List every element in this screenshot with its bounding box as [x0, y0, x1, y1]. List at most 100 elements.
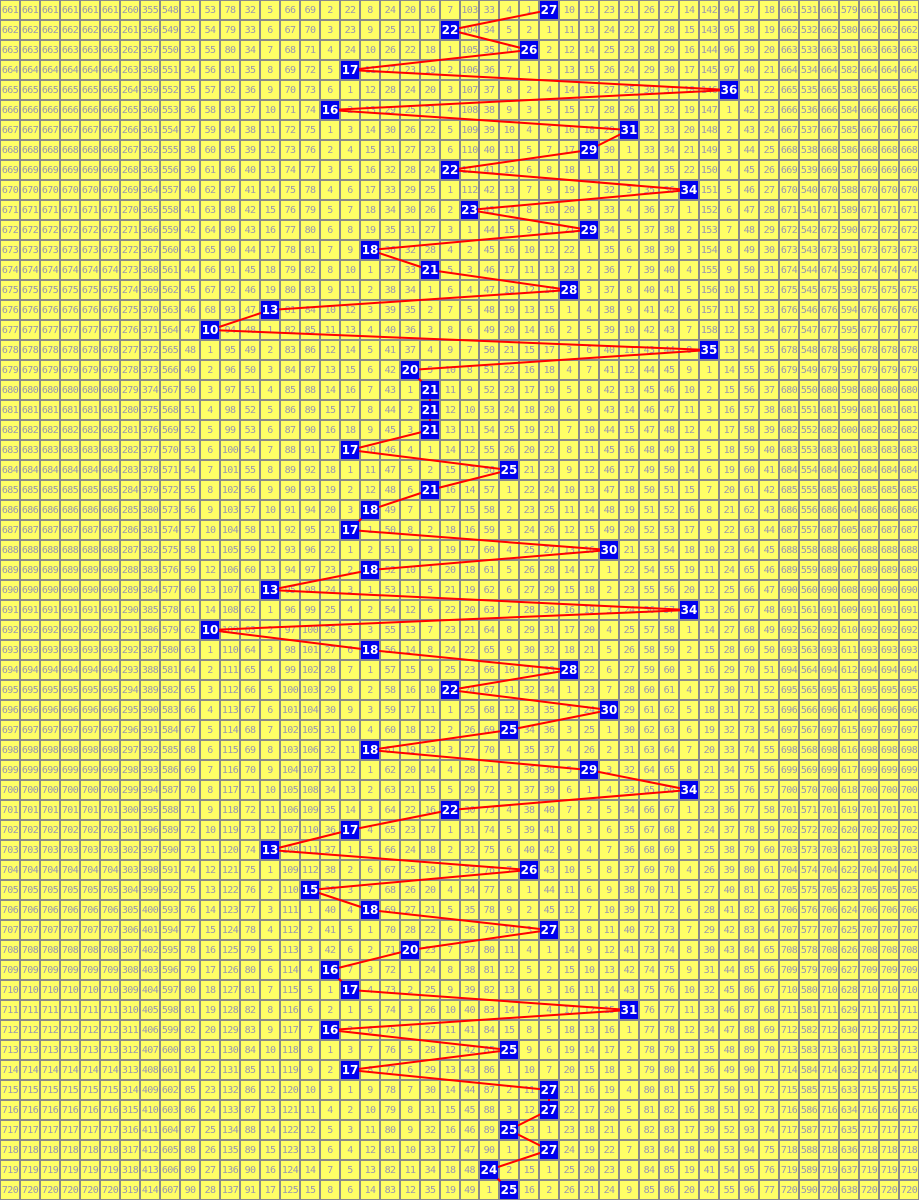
- omission-cell: 94: [281, 561, 299, 579]
- omission-cell: 38: [540, 761, 558, 779]
- stat-cell: 393: [141, 761, 159, 779]
- omission-cell: 155: [700, 261, 718, 279]
- omission-cell: 62: [640, 721, 658, 739]
- omission-cell: 3: [441, 741, 459, 759]
- period-cell: 663: [880, 41, 898, 59]
- omission-cell: 1: [421, 281, 439, 299]
- omission-cell: 60: [760, 841, 778, 859]
- period-cell: 671: [780, 201, 798, 219]
- omission-cell: 127: [221, 981, 239, 999]
- stat-cell: 584: [161, 721, 179, 739]
- period-cell: 699: [880, 761, 898, 779]
- omission-cell: 24: [441, 641, 459, 659]
- omission-cell: 7: [261, 981, 279, 999]
- omission-cell: 3: [421, 321, 439, 339]
- omission-cell: 30: [760, 241, 778, 259]
- omission-cell: 15: [560, 101, 578, 119]
- stat-cell: 555: [161, 141, 179, 159]
- omission-cell: 34: [321, 781, 339, 799]
- omission-cell: 2: [441, 721, 459, 739]
- omission-cell: 154: [700, 241, 718, 259]
- period-cell: 705: [21, 881, 39, 899]
- omission-cell: 41: [660, 281, 678, 299]
- omission-cell: 6: [301, 1001, 319, 1019]
- period-cell: 694: [21, 661, 39, 679]
- stat-cell: 587: [800, 1121, 818, 1139]
- period-cell: 674: [61, 261, 79, 279]
- omission-cell: 13: [620, 381, 638, 399]
- omission-cell: 14: [341, 801, 359, 819]
- omission-cell: 47: [480, 281, 498, 299]
- period-cell: 704: [81, 861, 99, 879]
- omission-cell: 45: [760, 541, 778, 559]
- hit-value-cell: 17: [341, 521, 359, 539]
- omission-cell: 39: [540, 781, 558, 799]
- stat-cell: 581: [840, 41, 858, 59]
- omission-cell: 7: [680, 921, 698, 939]
- omission-cell: 38: [740, 21, 758, 39]
- omission-cell: 14: [341, 341, 359, 359]
- omission-cell: 34: [421, 1161, 439, 1179]
- omission-cell: 18: [461, 561, 478, 579]
- period-cell: 708: [41, 941, 59, 959]
- omission-cell: 60: [201, 141, 219, 159]
- omission-cell: 32: [520, 681, 538, 699]
- omission-cell: 18: [700, 701, 718, 719]
- period-cell: 706: [860, 901, 878, 919]
- omission-cell: 83: [221, 101, 239, 119]
- period-cell: 696: [900, 701, 918, 719]
- omission-cell: 30: [520, 641, 538, 659]
- omission-cell: 2: [680, 821, 698, 839]
- period-cell: 703: [900, 841, 918, 859]
- omission-cell: 89: [221, 221, 239, 239]
- omission-cell: 5: [580, 861, 598, 879]
- omission-cell: 24: [321, 581, 339, 599]
- period-cell: 665: [21, 81, 39, 99]
- omission-cell: 6: [500, 841, 518, 859]
- omission-cell: 62: [201, 181, 219, 199]
- stat-cell: 585: [800, 1081, 818, 1099]
- omission-cell: 10: [341, 261, 359, 279]
- omission-cell: 10: [261, 1041, 279, 1059]
- omission-cell: 13: [201, 881, 219, 899]
- period-cell: 715: [820, 1081, 838, 1099]
- omission-cell: 55: [241, 461, 259, 479]
- omission-cell: 1: [600, 721, 618, 739]
- period-cell: 682: [820, 421, 838, 439]
- omission-cell: 12: [620, 361, 638, 379]
- omission-cell: 75: [241, 861, 259, 879]
- period-cell: 706: [81, 901, 99, 919]
- period-cell: 702: [1, 821, 19, 839]
- omission-cell: 34: [760, 321, 778, 339]
- omission-cell: 50: [760, 641, 778, 659]
- period-cell: 708: [101, 941, 119, 959]
- hit-value-cell: 31: [620, 1001, 638, 1019]
- omission-cell: 78: [640, 1041, 658, 1059]
- period-cell: 717: [900, 1121, 918, 1139]
- omission-cell: 48: [640, 441, 658, 459]
- omission-cell: 14: [421, 761, 439, 779]
- omission-cell: 97: [720, 61, 738, 79]
- omission-cell: 22: [760, 81, 778, 99]
- omission-cell: 16: [341, 381, 359, 399]
- omission-cell: 16: [560, 601, 578, 619]
- omission-cell: 5: [500, 561, 518, 579]
- omission-cell: 30: [620, 721, 638, 739]
- omission-cell: 83: [740, 921, 758, 939]
- omission-cell: 11: [680, 1001, 698, 1019]
- omission-cell: 124: [221, 921, 239, 939]
- period-cell: 703: [81, 841, 99, 859]
- omission-cell: 3: [700, 401, 718, 419]
- stat-cell: 550: [800, 381, 818, 399]
- stat-cell: 413: [141, 1161, 159, 1179]
- period-cell: 703: [860, 841, 878, 859]
- omission-cell: 15: [421, 781, 439, 799]
- omission-cell: 23: [700, 801, 718, 819]
- period-cell: 708: [61, 941, 79, 959]
- omission-cell: 76: [660, 981, 678, 999]
- omission-cell: 37: [620, 861, 638, 879]
- stat-cell: 605: [161, 1141, 179, 1159]
- stat-cell: 267: [121, 141, 139, 159]
- omission-cell: 2: [600, 741, 618, 759]
- omission-cell: 40: [540, 801, 558, 819]
